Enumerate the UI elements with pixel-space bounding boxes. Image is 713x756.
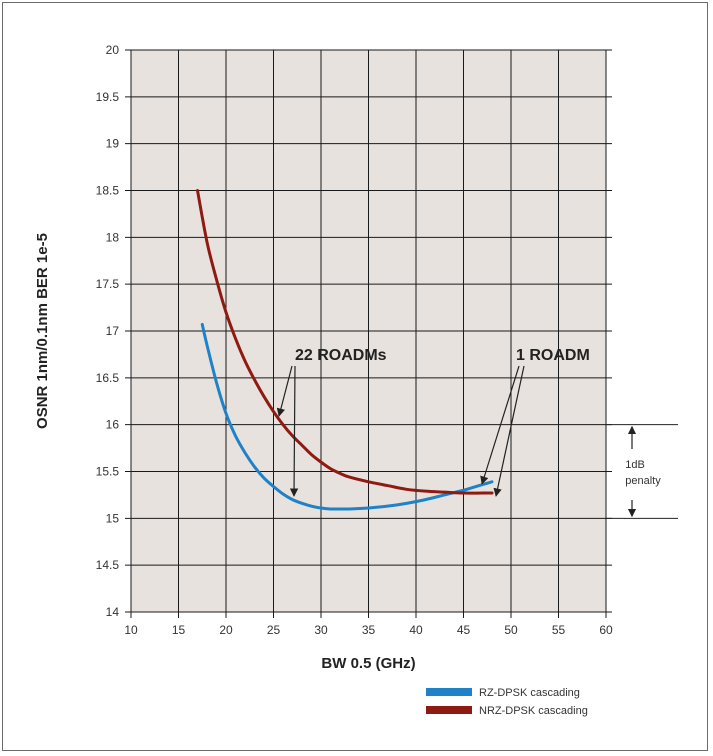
series-line-nrz-dpsk [196,189,494,495]
y-tick-label: 18 [106,230,120,244]
y-tick-label: 14 [106,605,120,619]
x-axis-title: BW 0.5 (GHz) [321,655,415,672]
y-tick-label: 17.5 [96,277,120,291]
y-axis-title: OSNR 1nm/0.1nm BER 1e-5 [34,233,51,429]
x-tick-label: 50 [504,623,518,637]
y-tick-label: 19.5 [96,90,120,104]
legend-swatch-nrz [426,706,472,714]
penalty-label-line1: 1dB [625,459,645,471]
series-line-rz-dpsk [200,322,494,511]
x-tick-label: 55 [552,623,566,637]
x-tick-label: 40 [409,623,423,637]
y-tick-label: 16.5 [96,371,120,385]
x-tick-label: 30 [314,623,328,637]
x-tick-label: 15 [172,623,186,637]
x-tick-label: 25 [267,623,281,637]
x-tick-label: 60 [599,623,613,637]
y-tick-labels: 14 14.5 15 15.5 16 16.5 17 17.5 18 18.5 19 19.5 20 [96,43,120,619]
x-tick-labels: 10 15 20 25 30 35 40 45 50 55 60 [124,623,613,637]
legend: RZ-DPSK cascading NRZ-DPSK cascading [426,687,588,717]
annotation-22-roadms: 22 ROADMs [295,347,387,364]
annotations: 22 ROADMs 1 ROADM 1dB penalty [276,347,661,518]
osnr-chart: 10 15 20 25 30 35 40 45 50 55 60 14 14.5 15 15.5 16 16.… [34,43,678,717]
arrow-1-roadm-rz [480,365,520,485]
penalty-label-line2: penalty [625,475,661,487]
x-tick-label: 35 [362,623,376,637]
arrow-22-roadms-rz [289,365,299,497]
legend-label-nrz: NRZ-DPSK cascading [479,705,588,717]
series-lines [196,189,494,511]
y-tick-label: 20 [106,43,120,57]
arrow-22-roadms-nrz [276,365,293,417]
grid-lines [125,49,678,618]
x-tick-label: 45 [457,623,471,637]
x-tick-label: 10 [124,623,138,637]
legend-label-rz: RZ-DPSK cascading [479,687,580,699]
annotation-1-roadm: 1 ROADM [516,347,590,364]
x-tick-label: 20 [219,623,233,637]
y-tick-label: 14.5 [96,558,120,572]
y-tick-label: 19 [106,137,120,151]
y-tick-label: 18.5 [96,184,120,198]
y-tick-label: 17 [106,324,120,338]
legend-swatch-rz [426,688,472,696]
arrow-1-roadm-nrz [493,365,525,497]
y-tick-label: 16 [106,418,120,432]
y-tick-label: 15.5 [96,465,120,479]
y-tick-label: 15 [106,511,120,525]
